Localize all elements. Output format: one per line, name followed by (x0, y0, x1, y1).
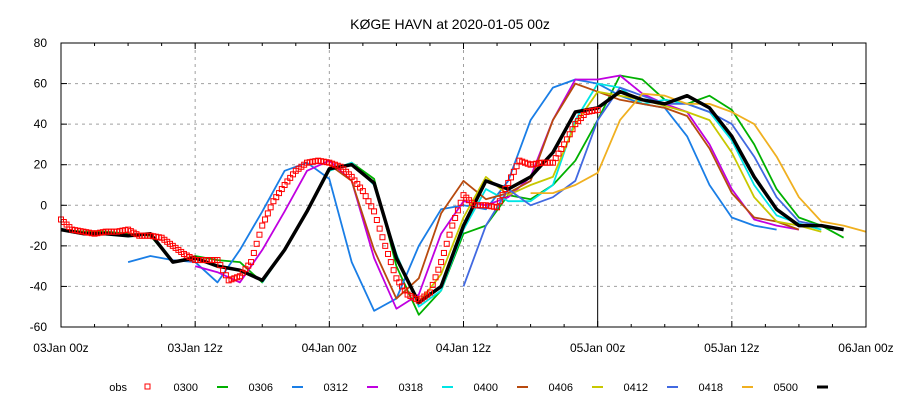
x-tick-label: 05Jan 12z (704, 341, 759, 355)
legend-label-0300: 0300 (174, 382, 198, 394)
x-tick-label: 03Jan 00z (33, 341, 88, 355)
series-line-0312 (194, 74, 800, 310)
obs-point (379, 234, 386, 241)
series-line-0500 (60, 89, 844, 305)
y-tick-label: 0 (40, 198, 47, 212)
obs-point (250, 249, 257, 256)
obs-point (446, 231, 453, 238)
obs-point (256, 231, 263, 238)
y-tick-label: -60 (30, 320, 48, 334)
grid (61, 43, 866, 327)
obs-point (457, 199, 464, 206)
obs-point (594, 106, 601, 113)
obs-point (382, 242, 389, 249)
series-line-0412 (462, 86, 844, 287)
y-tick-label: 40 (34, 117, 48, 131)
obs-point (513, 163, 520, 170)
obs-point (452, 214, 459, 221)
legend-label-0418: 0418 (699, 382, 723, 394)
obs-point (505, 179, 512, 186)
y-tick-label: 80 (34, 36, 48, 50)
legend-label-0318: 0318 (399, 382, 423, 394)
series-line-0300 (60, 74, 845, 316)
series-line-0406 (395, 90, 822, 304)
obs-point (373, 216, 380, 223)
obs-point (440, 249, 447, 256)
legend-label-0500: 0500 (774, 382, 798, 394)
obs-point (449, 222, 456, 229)
obs-point (371, 208, 378, 215)
legend-label-0406: 0406 (549, 382, 573, 394)
x-tick-label: 04Jan 12z (436, 341, 491, 355)
obs-point (499, 192, 506, 199)
y-tick-label: -40 (30, 279, 48, 293)
x-tick-label: 05Jan 00z (570, 341, 625, 355)
obs-point (443, 240, 450, 247)
x-tick-label: 04Jan 00z (302, 341, 357, 355)
obs-point (390, 267, 397, 274)
obs-point (426, 289, 433, 296)
legend-label-0400: 0400 (474, 382, 498, 394)
obs-point (248, 259, 255, 266)
legend-swatch-obs (144, 383, 151, 390)
obs-point (429, 281, 436, 288)
x-tick-label: 03Jan 12z (167, 341, 222, 355)
legend-label-0312: 0312 (324, 382, 348, 394)
y-tick-label: 60 (34, 77, 48, 91)
obs-point (385, 250, 392, 257)
axes: -60 -40 -20 0 20 40 60 80 03Jan 00z 03Jan 12z 04Ja… (30, 36, 894, 355)
legend-label-obs: obs (109, 382, 127, 394)
obs-point (368, 203, 375, 210)
obs-point (435, 266, 442, 273)
legend-label-0306: 0306 (249, 382, 273, 394)
obs-point (387, 259, 394, 266)
obs-point (259, 222, 266, 229)
y-tick-label: -20 (30, 239, 48, 253)
legend-label-0412: 0412 (624, 382, 648, 394)
obs-point (510, 168, 517, 175)
observations-layer (58, 106, 601, 304)
obs-point (253, 240, 260, 247)
obs-point (376, 225, 383, 232)
obs-point (438, 259, 445, 266)
obs-point (432, 274, 439, 281)
obs-point (365, 198, 372, 205)
obs-point (267, 204, 274, 211)
plot-frame (60, 42, 867, 328)
obs-point (454, 207, 461, 214)
obs-point (502, 186, 509, 193)
legend: obs 0300 0306 0312 0318 0400 0406 0412 0418 0500 (109, 382, 828, 394)
obs-point (496, 198, 503, 205)
chart-title: KØGE HAVN at 2020-01-05 00z (350, 16, 550, 32)
y-tick-label: 20 (34, 158, 48, 172)
obs-point (362, 193, 369, 200)
obs-point (494, 204, 501, 211)
obs-point (264, 210, 271, 217)
series-line-0306 (127, 78, 777, 312)
obs-point (262, 216, 269, 223)
series-line-0418 (530, 92, 867, 233)
x-tick-label: 06Jan 00z (838, 341, 893, 355)
obs-point (508, 174, 515, 181)
